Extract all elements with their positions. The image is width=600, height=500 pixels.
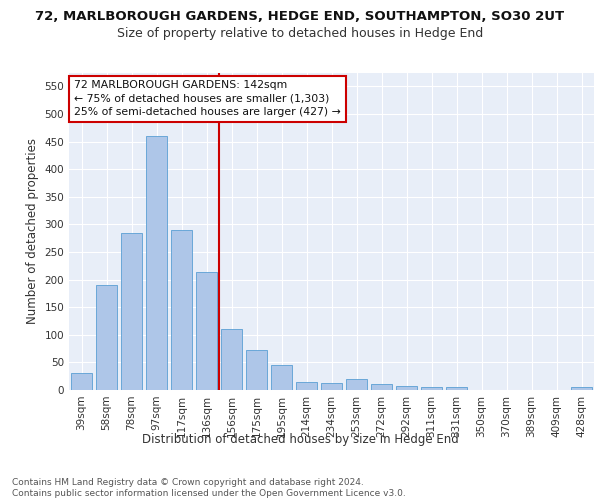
Bar	[571, 387, 592, 390]
Bar	[196, 272, 217, 390]
Bar	[271, 364, 292, 390]
Text: 72, MARLBOROUGH GARDENS, HEDGE END, SOUTHAMPTON, SO30 2UT: 72, MARLBOROUGH GARDENS, HEDGE END, SOUT…	[35, 10, 565, 23]
Bar	[346, 379, 367, 390]
Text: Size of property relative to detached houses in Hedge End: Size of property relative to detached ho…	[117, 28, 483, 40]
Bar	[96, 285, 117, 390]
Bar	[321, 383, 342, 390]
Bar	[246, 350, 267, 390]
Bar	[146, 136, 167, 390]
Bar	[221, 330, 242, 390]
Bar	[371, 384, 392, 390]
Bar	[71, 374, 92, 390]
Text: Contains HM Land Registry data © Crown copyright and database right 2024.
Contai: Contains HM Land Registry data © Crown c…	[12, 478, 406, 498]
Bar	[121, 232, 142, 390]
Y-axis label: Number of detached properties: Number of detached properties	[26, 138, 39, 324]
Bar	[421, 387, 442, 390]
Text: 72 MARLBOROUGH GARDENS: 142sqm
← 75% of detached houses are smaller (1,303)
25% : 72 MARLBOROUGH GARDENS: 142sqm ← 75% of …	[74, 80, 341, 117]
Bar	[446, 387, 467, 390]
Bar	[171, 230, 192, 390]
Text: Distribution of detached houses by size in Hedge End: Distribution of detached houses by size …	[142, 432, 458, 446]
Bar	[396, 386, 417, 390]
Bar	[296, 382, 317, 390]
